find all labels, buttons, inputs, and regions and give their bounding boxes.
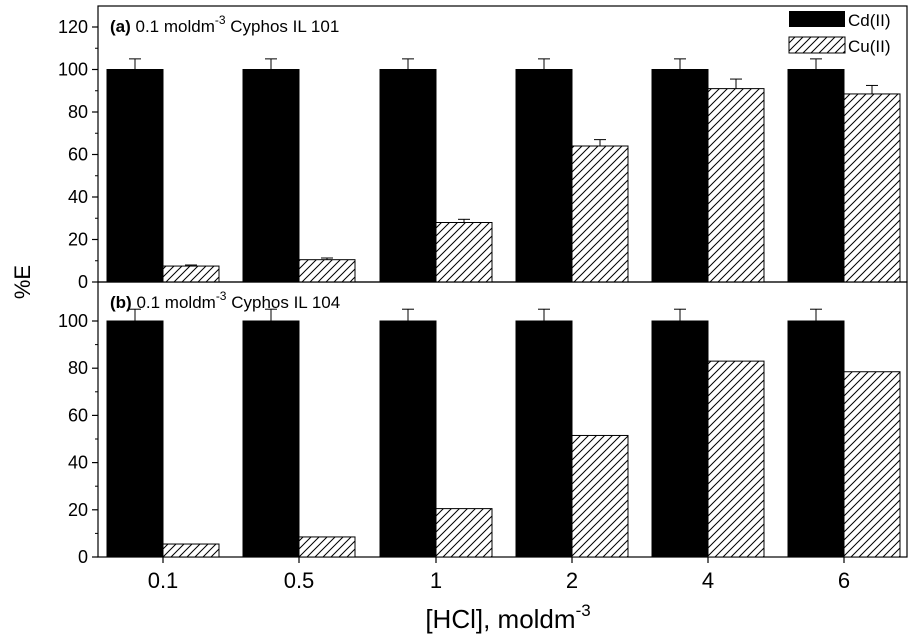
plot-frame (97, 5, 908, 283)
y-tick-label: 100 (58, 60, 88, 80)
bar-cu-a-4 (707, 88, 765, 283)
bar-cu-b-6 (843, 371, 901, 558)
x-axis-title: [HCl], moldm-3 (425, 601, 590, 634)
bar-cd-a-2 (515, 69, 573, 283)
legend-label-cu: Cu(II) (848, 37, 891, 56)
bar-cd-a-0.5 (242, 69, 300, 283)
bar-cu-b-0.5 (298, 536, 356, 558)
y-tick-label: 40 (68, 187, 88, 207)
y-tick-label: 20 (68, 500, 88, 520)
bar-cd-a-6 (787, 69, 845, 283)
plot-frame (97, 281, 908, 558)
legend: Cd(II) Cu(II) (788, 11, 891, 56)
y-tick-label: 60 (68, 405, 88, 425)
bar-cd-a-4 (651, 69, 709, 283)
bar-cu-b-2 (571, 434, 629, 558)
y-tick-label: 80 (68, 102, 88, 122)
x-tick-label: 6 (838, 568, 850, 593)
bar-cu-a-0.1 (162, 265, 220, 283)
bar-cd-b-0.5 (242, 320, 300, 558)
legend-swatch-cd (789, 11, 845, 27)
y-axis-title: %E (10, 265, 35, 299)
y-tick-label: 120 (58, 17, 88, 37)
y-tick-label: 100 (58, 311, 88, 331)
panel-b: 0 20 40 60 80 100 (b) 0.1 moldm-3 Cyphos IL 10… (58, 281, 908, 593)
bar-cd-b-6 (787, 320, 845, 558)
x-tick-label: 0.1 (148, 568, 179, 593)
bar-cu-a-2 (571, 145, 629, 283)
x-tick-label: 0.5 (284, 568, 315, 593)
x-tick-label: 1 (430, 568, 442, 593)
panel-label: (b) 0.1 moldm-3 Cyphos IL 104 (110, 289, 340, 312)
legend-label-cd: Cd(II) (848, 11, 891, 30)
y-tick-label: 20 (68, 230, 88, 250)
y-tick-label: 80 (68, 358, 88, 378)
y-tick-label: 0 (78, 272, 88, 292)
bar-cd-b-0.1 (106, 320, 164, 558)
y-tick-label: 60 (68, 145, 88, 165)
bar-cd-b-4 (651, 320, 709, 558)
bar-cu-a-1 (435, 222, 493, 283)
panel-a: 0 20 40 60 80 100 120 (a) 0.1 moldm-3 Cyphos IL… (58, 5, 908, 292)
y-tick-label: 0 (78, 547, 88, 567)
panel-label: (a) 0.1 moldm-3 Cyphos IL 101 (110, 13, 339, 36)
bar-cu-a-6 (843, 93, 901, 283)
x-tick-label: 4 (702, 568, 714, 593)
legend-swatch-cu (788, 36, 846, 54)
bar-cd-a-1 (379, 69, 437, 283)
bar-cd-b-1 (379, 320, 437, 558)
bar-cd-a-0.1 (106, 69, 164, 283)
x-tick-label: 2 (566, 568, 578, 593)
bar-cu-b-4 (707, 360, 765, 558)
bar-cu-b-1 (435, 508, 493, 558)
y-tick-label: 40 (68, 453, 88, 473)
bar-cd-b-2 (515, 320, 573, 558)
bar-cu-b-0.1 (162, 543, 220, 558)
bar-cu-a-0.5 (298, 259, 356, 283)
